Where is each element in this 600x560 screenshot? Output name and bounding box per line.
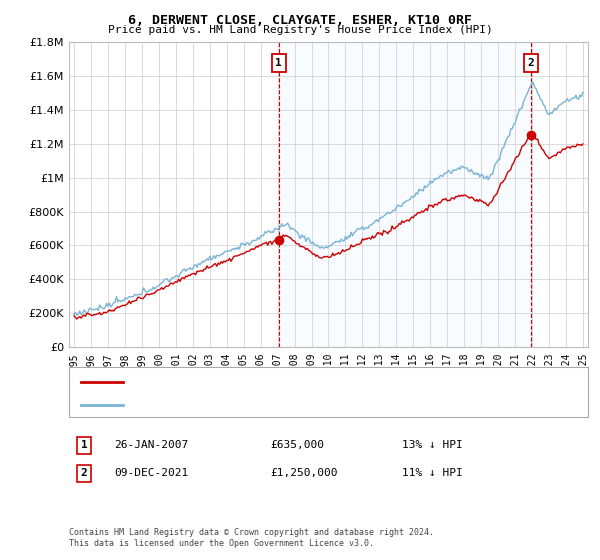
- Text: 6, DERWENT CLOSE, CLAYGATE, ESHER, KT10 0RF: 6, DERWENT CLOSE, CLAYGATE, ESHER, KT10 …: [128, 14, 472, 27]
- Text: £1,250,000: £1,250,000: [270, 468, 337, 478]
- Text: 1: 1: [80, 440, 88, 450]
- Bar: [279, 42, 531, 347]
- Text: 2: 2: [527, 58, 534, 68]
- Text: £635,000: £635,000: [270, 440, 324, 450]
- Text: 2: 2: [80, 468, 88, 478]
- Text: 11% ↓ HPI: 11% ↓ HPI: [402, 468, 463, 478]
- Text: HPI: Average price, detached house, Elmbridge: HPI: Average price, detached house, Elmb…: [132, 400, 413, 409]
- Text: Contains HM Land Registry data © Crown copyright and database right 2024.
This d: Contains HM Land Registry data © Crown c…: [69, 528, 434, 548]
- Text: 1: 1: [275, 58, 282, 68]
- Text: Price paid vs. HM Land Registry's House Price Index (HPI): Price paid vs. HM Land Registry's House …: [107, 25, 493, 35]
- Text: 26-JAN-2007: 26-JAN-2007: [114, 440, 188, 450]
- Text: 6, DERWENT CLOSE, CLAYGATE, ESHER, KT10 0RF (detached house): 6, DERWENT CLOSE, CLAYGATE, ESHER, KT10 …: [132, 377, 507, 387]
- Text: 13% ↓ HPI: 13% ↓ HPI: [402, 440, 463, 450]
- Text: 09-DEC-2021: 09-DEC-2021: [114, 468, 188, 478]
